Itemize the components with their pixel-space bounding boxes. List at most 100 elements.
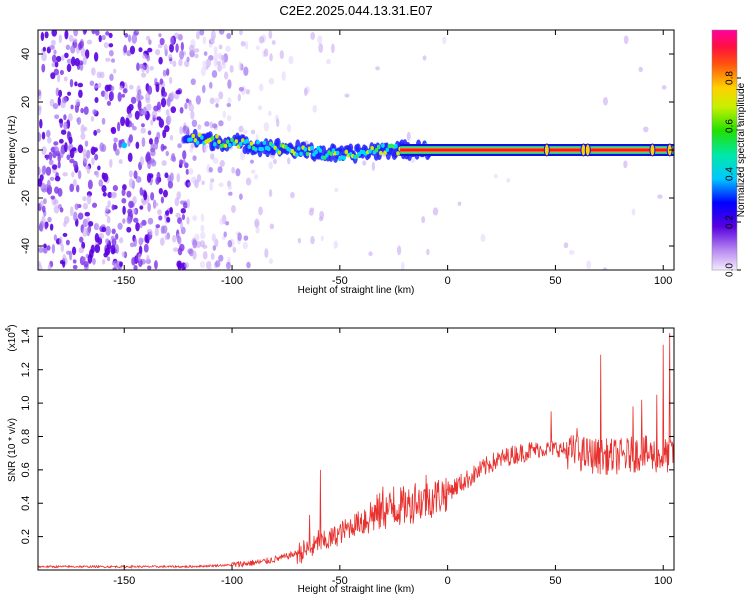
spectrogram-cell — [179, 221, 184, 230]
spectrogram-cell — [195, 95, 201, 105]
spectrogram-cell — [371, 161, 376, 171]
spectrogram-cell — [297, 237, 302, 244]
spectrogram-cell — [175, 89, 181, 95]
spectrogram-line-bulge — [649, 143, 656, 157]
spectrogram-cell — [177, 143, 182, 149]
spectrogram-cell — [80, 107, 84, 114]
spectrogram-trace-core — [253, 147, 258, 152]
spectrogram-cell — [41, 188, 47, 193]
spectrogram-cell — [169, 172, 174, 183]
spectrogram-cell — [65, 239, 70, 246]
spectrogram-cell — [238, 125, 244, 133]
spectrogram-cell — [310, 31, 316, 40]
spectrogram-cell — [167, 180, 174, 189]
spectrogram-cell — [58, 118, 63, 124]
spectrogram-cell — [113, 68, 117, 74]
spectrogram-cell — [57, 161, 61, 169]
spectrogram-cell — [87, 179, 93, 190]
spectrogram-cell — [46, 129, 51, 138]
spectrogram-cell — [112, 192, 117, 198]
spectrogram-cell — [69, 206, 74, 217]
spectrogram-line-bulge — [543, 143, 550, 157]
spectrogram-cell — [586, 260, 592, 270]
spectrogram-cell — [49, 176, 55, 181]
spectrogram-cell — [154, 227, 159, 237]
spectrogram-cell — [135, 176, 142, 183]
spectrogram-cell — [171, 156, 177, 163]
spectrogram-cell — [82, 196, 87, 202]
spectrogram-cell — [43, 243, 47, 249]
spectrogram-trace-core — [230, 137, 234, 143]
spectrogram-cell — [70, 104, 74, 110]
spectrogram-cell — [145, 64, 150, 74]
spectrogram-cell — [317, 35, 323, 45]
spectrogram-cell — [148, 138, 153, 145]
spectrogram-cell — [182, 150, 187, 160]
spectrogram-cell — [164, 172, 169, 179]
spectrogram-cell — [194, 179, 199, 189]
spectrogram-cell — [143, 243, 149, 253]
snr-y-ticks: 0.2 0.4 0.6 0.8 1.0 1.2 1.4 — [20, 329, 674, 544]
spectrogram-y-tick-label: -40 — [20, 238, 32, 254]
spectrogram-cell — [98, 179, 104, 187]
spectrogram-cell — [45, 155, 49, 161]
spectrogram-cell — [188, 44, 195, 53]
spectrogram-cell — [48, 159, 54, 166]
spectrogram-cell — [320, 235, 324, 242]
spectrogram-cell — [72, 38, 78, 43]
spectrogram-trace-core — [314, 149, 318, 155]
spectrogram-cell — [105, 205, 110, 213]
spectrogram-cell — [493, 173, 498, 179]
spectrogram-cell — [69, 183, 75, 193]
spectrogram-cell — [155, 83, 160, 93]
spectrogram-cell — [80, 46, 86, 57]
spectrogram-cell — [215, 103, 219, 108]
spectrogram-isolated-dot — [121, 142, 128, 149]
spectrogram-cell — [258, 83, 264, 92]
spectrogram-cell — [237, 93, 241, 102]
spectrogram-cell — [82, 202, 89, 210]
colorbar-tick-label: 0.0 — [725, 263, 736, 277]
spectrogram-cell — [135, 30, 140, 33]
spectrogram-cell — [188, 103, 193, 110]
spectrogram-cell — [58, 34, 63, 44]
spectrogram-cell — [138, 237, 144, 246]
spectrogram-cell — [53, 205, 60, 214]
spectrogram-x-tick-label: 100 — [654, 275, 672, 287]
spectrogram-cell — [242, 241, 248, 250]
spectrogram-cell — [60, 129, 67, 135]
spectrogram-cell — [225, 45, 231, 52]
snr-series-line — [38, 332, 674, 570]
spectrogram-cell — [145, 35, 151, 41]
spectrogram-cell — [287, 157, 291, 165]
spectrogram-cell — [638, 66, 643, 73]
spectrogram-cell — [237, 232, 242, 241]
spectrogram-cell — [114, 233, 119, 240]
spectrogram-cell — [42, 246, 47, 254]
spectrogram-cell — [409, 158, 416, 163]
spectrogram-cell — [126, 226, 132, 233]
spectrogram-trace-core — [200, 135, 204, 140]
spectrogram-cell — [159, 37, 165, 46]
spectrogram-cell — [50, 195, 55, 200]
spectrogram-cell — [145, 93, 151, 101]
spectrogram-cell — [111, 235, 115, 240]
spectrogram-trace-core — [277, 150, 282, 155]
spectrogram-cell — [68, 136, 73, 145]
spectrogram-cell — [38, 246, 44, 253]
spectrogram-cell — [186, 56, 190, 63]
spectrogram-cell — [141, 199, 147, 206]
spectrogram-cell — [83, 261, 89, 268]
spectrogram-cell — [422, 55, 427, 61]
spectrogram-cell — [185, 168, 189, 175]
spectrogram-cell — [125, 117, 130, 128]
spectrogram-cell — [127, 152, 133, 163]
spectrogram-cell — [139, 156, 145, 166]
spectrogram-cell — [191, 143, 195, 149]
spectrogram-cell — [64, 52, 69, 59]
spectrogram-cell — [41, 131, 46, 140]
spectrogram-cell — [110, 244, 116, 255]
spectrogram-cell — [218, 44, 223, 50]
spectrogram-cell — [344, 93, 350, 98]
spectrogram-cell — [147, 202, 151, 213]
